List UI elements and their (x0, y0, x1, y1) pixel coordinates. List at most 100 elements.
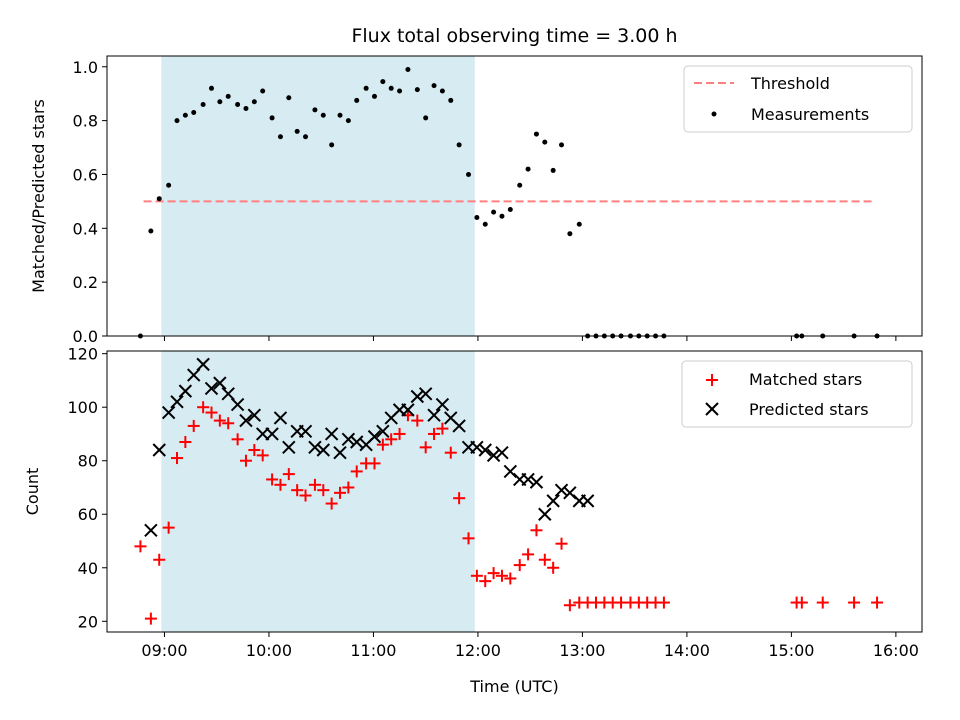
top-panel: 0.0 0.2 0.4 0.6 0.8 1.0 Flux total observing … (29, 25, 923, 346)
bottom-xtick-label: 10:00 (246, 641, 292, 660)
predicted-star-point (239, 413, 253, 428)
matched-star-point (205, 406, 218, 419)
predicted-star-point (298, 424, 313, 438)
measurement-point (174, 118, 180, 124)
measurement-point (277, 134, 283, 140)
bottom-shaded-span (161, 351, 475, 632)
measurement-point (166, 182, 172, 188)
bottom-panel: 20 40 60 80 100 120 09:00 10:00 11:00 12:00 13:00… (23, 345, 923, 696)
predicted-star-point (316, 443, 330, 457)
measurement-point (225, 93, 231, 99)
bottom-ytick-label: 100 (67, 398, 98, 417)
matched-star-point (795, 596, 808, 609)
matched-star-point (495, 569, 508, 582)
bottom-ytick-label: 60 (78, 505, 98, 524)
matched-star-point (376, 438, 389, 451)
matched-star-point (197, 401, 210, 414)
measurement-point (243, 106, 249, 111)
predicted-star-point (204, 381, 219, 396)
bottom-y-ticks: 20 40 60 80 100 120 (67, 345, 107, 631)
predicted-star-point (486, 448, 501, 463)
measurement-point (260, 88, 266, 94)
legend-measurements-label: Measurements (751, 105, 869, 124)
measurement-point (542, 139, 548, 145)
measurement-point (482, 221, 488, 227)
bottom-ytick-label: 80 (78, 452, 98, 471)
predicted-star-point (247, 408, 262, 422)
bottom-legend: Matched stars Predicted stars (681, 360, 913, 428)
predicted-star-point (265, 427, 279, 441)
bottom-xtick-label: 12:00 (455, 641, 501, 660)
legend-predicted-swatch (705, 402, 719, 416)
matched-star-point (436, 422, 449, 435)
measurement-point (550, 167, 556, 173)
predicted-star-point (470, 440, 484, 455)
measurement-point (474, 215, 480, 221)
predicted-star-point (152, 443, 166, 457)
matched-star-point (419, 441, 432, 454)
measurement-point (337, 112, 343, 118)
matched-star-point (266, 473, 279, 486)
matched-star-point (291, 484, 304, 497)
bottom-ytick-label: 20 (78, 612, 98, 631)
predicted-star-point (495, 445, 509, 460)
predicted-star-point (538, 507, 552, 521)
matched-star-point (555, 537, 568, 550)
predicted-star-point (478, 443, 492, 457)
top-ytick-label: 0.6 (73, 165, 98, 184)
matched-star-point (453, 492, 466, 505)
measurement-point (182, 112, 188, 118)
matched-star-point (317, 484, 330, 497)
top-x-ticks (163, 336, 897, 341)
bottom-xtick-label: 13:00 (559, 641, 605, 660)
matched-star-point (256, 449, 269, 462)
measurement-point (397, 88, 403, 94)
measurement-point (286, 95, 292, 101)
matched-star-point (848, 596, 861, 609)
matched-star-point (299, 489, 312, 502)
top-legend: Threshold Measurements (683, 65, 913, 133)
predicted-star-point (221, 387, 235, 401)
predicted-star-point (376, 424, 390, 438)
top-axes-frame (106, 55, 923, 337)
predicted-star-point (410, 389, 425, 404)
measurement-point (200, 101, 206, 107)
bottom-xtick-label: 16:00 (873, 641, 919, 660)
measurement-point (431, 83, 437, 89)
measurement-point (156, 196, 162, 202)
matched-star-point (179, 435, 192, 448)
top-y-axis-label: Matched/Predicted stars (29, 99, 48, 293)
predicted-star-point (435, 397, 450, 412)
measurement-point (217, 99, 223, 105)
measurement-point (423, 115, 429, 121)
measurement-point (251, 99, 257, 105)
matched-star-point (282, 468, 295, 481)
predicted-star-point (324, 427, 339, 441)
measurement-point (235, 101, 241, 107)
matched-star-point (134, 540, 147, 553)
top-ytick-label: 0.4 (73, 219, 98, 238)
measurement-point (320, 112, 326, 118)
measurement-point (576, 221, 582, 227)
measurement-point (354, 97, 360, 103)
measurement-point (466, 171, 472, 177)
matched-star-point (334, 486, 347, 499)
measurement-point (312, 107, 318, 113)
matched-star-point (231, 433, 244, 446)
matched-star-point (171, 452, 184, 465)
bottom-x-ticks: 09:00 10:00 11:00 12:00 13:00 14:00 15:00 16:00 (141, 632, 919, 660)
matched-star-point (428, 427, 441, 440)
measurement-point (405, 66, 411, 72)
matched-star-point (342, 481, 355, 494)
predicted-star-point (427, 408, 441, 422)
matched-star-point (462, 532, 475, 545)
top-legend-box (683, 65, 913, 133)
legend-threshold-label: Threshold (750, 74, 830, 93)
predicted-star-point (350, 435, 364, 449)
bottom-xtick-label: 09:00 (141, 641, 187, 660)
predicted-star-point (418, 387, 433, 401)
top-shaded-span (161, 56, 475, 336)
predicted-star-point (230, 397, 245, 412)
predicted-star-point (401, 403, 415, 417)
